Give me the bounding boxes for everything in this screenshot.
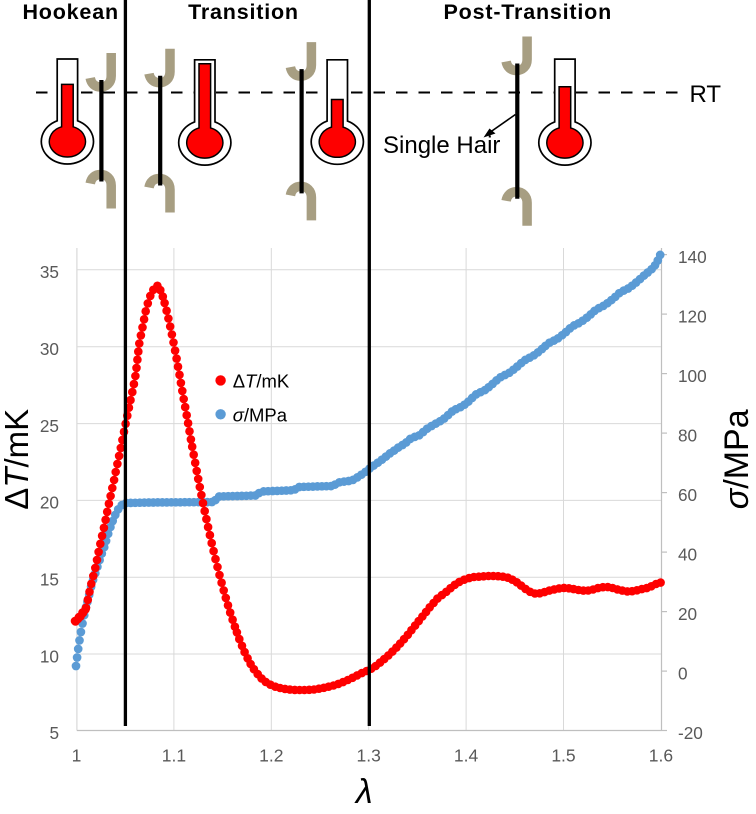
svg-text:1.3: 1.3 bbox=[357, 746, 381, 766]
svg-text:1.4: 1.4 bbox=[454, 746, 479, 766]
svg-text:40: 40 bbox=[678, 544, 697, 564]
svg-text:0: 0 bbox=[678, 663, 688, 683]
svg-text:ΔT/mK: ΔT/mK bbox=[233, 371, 290, 392]
svg-text:ΔT/mK: ΔT/mK bbox=[0, 409, 35, 510]
svg-text:25: 25 bbox=[40, 416, 59, 436]
svg-text:1.6: 1.6 bbox=[649, 746, 673, 766]
svg-text:100: 100 bbox=[678, 366, 707, 386]
svg-text:Single Hair: Single Hair bbox=[383, 132, 500, 159]
svg-text:20: 20 bbox=[678, 604, 697, 624]
svg-text:20: 20 bbox=[40, 493, 59, 513]
svg-text:15: 15 bbox=[40, 570, 59, 590]
svg-text:λ: λ bbox=[354, 773, 373, 809]
svg-text:-20: -20 bbox=[678, 723, 703, 743]
svg-text:30: 30 bbox=[40, 339, 59, 359]
svg-text:1.5: 1.5 bbox=[551, 746, 575, 766]
svg-text:σ/MPa: σ/MPa bbox=[233, 404, 288, 425]
svg-text:σ/MPa: σ/MPa bbox=[718, 409, 756, 509]
svg-text:RT: RT bbox=[690, 81, 722, 108]
svg-text:60: 60 bbox=[678, 485, 697, 505]
svg-text:10: 10 bbox=[40, 646, 59, 666]
svg-text:Transition: Transition bbox=[188, 0, 299, 24]
svg-text:80: 80 bbox=[678, 425, 697, 445]
svg-text:Post-Transition: Post-Transition bbox=[444, 0, 612, 24]
svg-text:120: 120 bbox=[678, 306, 707, 326]
svg-text:1: 1 bbox=[72, 746, 82, 766]
svg-text:1.2: 1.2 bbox=[259, 746, 283, 766]
svg-text:35: 35 bbox=[40, 262, 59, 282]
svg-text:Hookean: Hookean bbox=[22, 0, 118, 24]
svg-text:140: 140 bbox=[678, 247, 707, 267]
svg-text:5: 5 bbox=[49, 723, 59, 743]
svg-text:1.1: 1.1 bbox=[162, 746, 186, 766]
